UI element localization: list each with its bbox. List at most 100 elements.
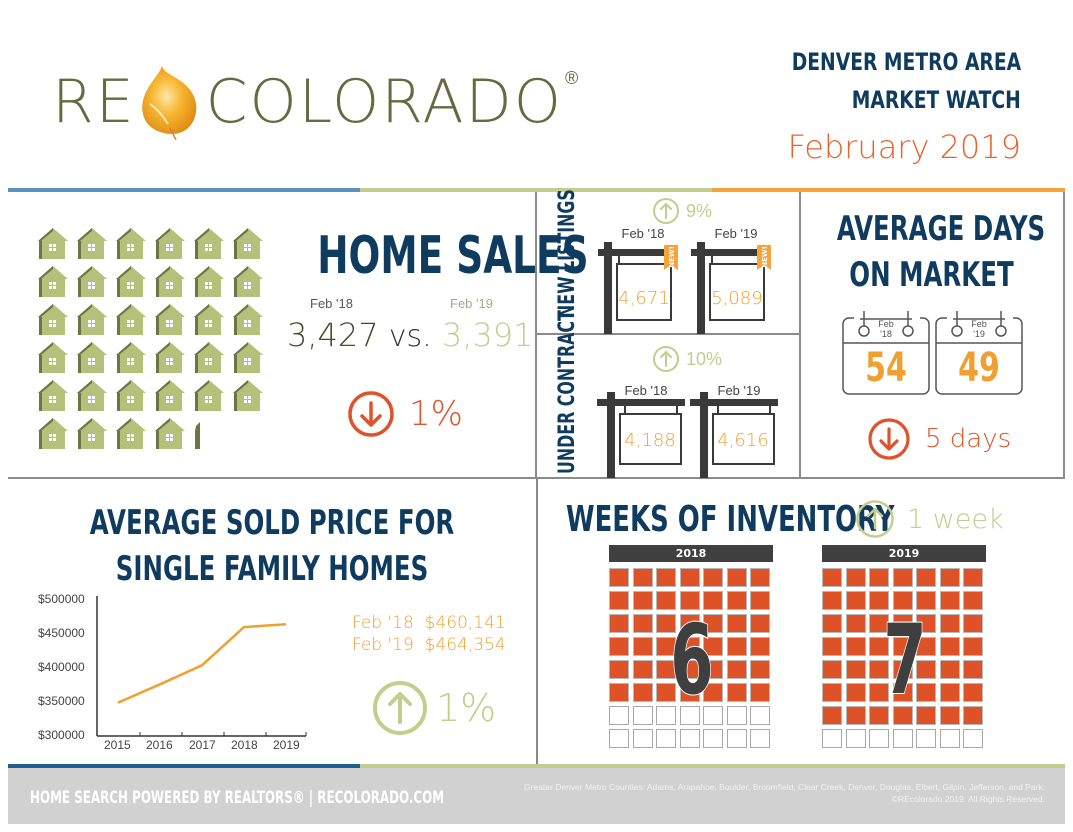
dom-value-18: 54 bbox=[865, 345, 907, 391]
house-icon bbox=[38, 342, 68, 373]
logo-text-re: RE bbox=[52, 67, 136, 137]
house-icon bbox=[233, 266, 263, 297]
inventory-year-2019: 2019 bbox=[822, 545, 986, 562]
week-cell bbox=[869, 729, 889, 748]
week-cell bbox=[822, 660, 842, 679]
footer-disclaimer: Greater Denver Metro Counties: Adams, Ar… bbox=[524, 782, 1045, 806]
home-sales-change: 1% bbox=[347, 390, 463, 438]
week-cell bbox=[656, 614, 676, 633]
house-icon bbox=[155, 228, 185, 259]
vs-label: vs. bbox=[388, 319, 432, 354]
rule-blue bbox=[8, 188, 360, 192]
week-cell bbox=[916, 706, 936, 725]
week-cell bbox=[726, 660, 747, 679]
week-cell bbox=[963, 591, 983, 610]
week-cell bbox=[609, 568, 629, 587]
new-listings-title: NEW LISTINGS bbox=[555, 189, 580, 318]
week-cell bbox=[632, 568, 653, 587]
week-cell bbox=[822, 729, 842, 748]
week-cell bbox=[822, 614, 842, 633]
week-cell bbox=[892, 683, 913, 702]
house-icon bbox=[233, 342, 263, 373]
arrow-up-circle-icon bbox=[856, 500, 894, 538]
divider-v2 bbox=[799, 192, 801, 478]
week-cell bbox=[656, 706, 676, 725]
y-tick-400000: $400000 bbox=[38, 660, 85, 674]
under-contract-change-value: 10% bbox=[686, 348, 723, 369]
cal-19-month: Feb bbox=[971, 319, 987, 329]
week-cell bbox=[703, 637, 723, 656]
price-line-chart: $500000 $450000 $400000 $350000 $300000 … bbox=[30, 590, 320, 755]
cal-19-year: '19 bbox=[973, 328, 985, 339]
recolorado-logo: RE COLORADO ® bbox=[52, 62, 578, 142]
x-tick-2017: 2017 bbox=[189, 738, 216, 752]
week-cell bbox=[726, 568, 747, 587]
week-cell bbox=[963, 729, 983, 748]
house-icon bbox=[194, 266, 224, 297]
chart-plot-area bbox=[96, 596, 307, 737]
sold-price-value-18: $460,141 bbox=[424, 613, 506, 633]
home-sales-change-value: 1% bbox=[409, 394, 463, 434]
house-icon bbox=[77, 228, 107, 259]
week-cell bbox=[703, 706, 723, 725]
dom-value-19: 49 bbox=[958, 345, 1000, 391]
house-icon bbox=[77, 342, 107, 373]
week-cell bbox=[892, 660, 913, 679]
week-cell bbox=[822, 568, 842, 587]
cal-18-month: Feb bbox=[878, 319, 894, 329]
week-cell bbox=[845, 706, 866, 725]
logo-text-colorado: COLORADO bbox=[205, 67, 563, 137]
arrow-up-circle-icon bbox=[653, 198, 679, 224]
inventory-change-value: 1 week bbox=[907, 503, 1004, 535]
week-cell bbox=[845, 660, 866, 679]
dom-title-line2: ON MARKET bbox=[849, 255, 1014, 295]
dom-change: 5 days bbox=[867, 417, 1011, 461]
week-cell bbox=[869, 660, 889, 679]
house-icon bbox=[155, 342, 185, 373]
week-cell bbox=[609, 591, 629, 610]
inventory-weeks-18: 6 bbox=[670, 604, 715, 716]
week-cell bbox=[916, 729, 936, 748]
week-cell bbox=[609, 706, 629, 725]
y-tick-500000: $500000 bbox=[38, 592, 85, 606]
week-cell bbox=[609, 683, 629, 702]
new-listings-value-18: 4,671 bbox=[618, 288, 670, 309]
week-cell bbox=[963, 660, 983, 679]
house-icon bbox=[77, 266, 107, 297]
week-cell bbox=[963, 683, 983, 702]
week-cell bbox=[939, 729, 960, 748]
week-cell bbox=[869, 568, 889, 587]
new-listings-value-19: 5,089 bbox=[711, 288, 763, 309]
week-cell bbox=[609, 614, 629, 633]
arrow-up-circle-icon bbox=[653, 346, 679, 372]
header-title-line2: MARKET WATCH bbox=[851, 86, 1021, 114]
week-cell bbox=[656, 637, 676, 656]
week-cell bbox=[845, 637, 866, 656]
rule-green bbox=[360, 188, 712, 192]
week-cell bbox=[679, 706, 700, 725]
sold-price-value-19: $464,354 bbox=[424, 635, 506, 655]
week-cell bbox=[750, 706, 770, 725]
cal-19-label: Feb '19 bbox=[965, 319, 993, 340]
week-cell bbox=[679, 729, 700, 748]
inventory-weeks-19: 7 bbox=[883, 604, 928, 716]
week-cell bbox=[939, 683, 960, 702]
home-sales-title: HOME SALES bbox=[317, 226, 589, 286]
week-cell bbox=[916, 591, 936, 610]
house-icon bbox=[77, 380, 107, 411]
x-tick-2016: 2016 bbox=[146, 738, 173, 752]
week-cell bbox=[963, 706, 983, 725]
under-contract-label-18: Feb '18 bbox=[624, 383, 668, 398]
new-listings-change: 9% bbox=[652, 197, 712, 225]
week-grid-2018 bbox=[609, 568, 773, 748]
x-tick-2018: 2018 bbox=[231, 738, 258, 752]
week-cell bbox=[726, 591, 747, 610]
inventory-2019: 2019 bbox=[822, 545, 986, 748]
house-icon bbox=[155, 418, 185, 449]
inventory-title-wrap: WEEKS OF INVENTORY bbox=[566, 498, 1022, 542]
footer-bar bbox=[8, 768, 1065, 824]
week-cell bbox=[750, 683, 770, 702]
week-cell bbox=[632, 729, 653, 748]
house-icon bbox=[116, 380, 146, 411]
week-cell bbox=[632, 637, 653, 656]
